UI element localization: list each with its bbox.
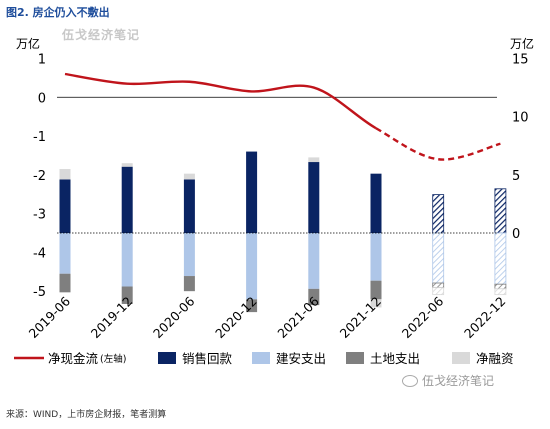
bar-销售回款 xyxy=(246,151,258,233)
bar-净融资 xyxy=(370,299,382,308)
watermark-bottom-text: 伍戈经济笔记 xyxy=(422,374,495,388)
bar-净融资 xyxy=(59,169,71,180)
x-tick-label: 2019-12 xyxy=(88,294,136,342)
bar-土地支出 xyxy=(246,299,258,313)
x-tick-label: 2022-06 xyxy=(399,293,447,341)
right-axis-unit: 万亿 xyxy=(510,36,534,51)
figure-title: 图2. 房企仍入不敷出 xyxy=(6,6,110,19)
bar-土地支出 xyxy=(370,280,382,300)
line-series xyxy=(64,72,501,161)
bar-土地支出 xyxy=(432,282,445,289)
x-tick-label: 2020-12 xyxy=(212,294,260,342)
legend-label: 建安支出 xyxy=(276,351,326,366)
x-tick-label: 2019-06 xyxy=(26,293,74,341)
left-tick-label: 1 xyxy=(38,53,46,68)
legend-label: 净融资 xyxy=(476,351,514,366)
bar-土地支出 xyxy=(308,288,320,306)
right-tick-label: 10 xyxy=(512,111,529,126)
line-dashed xyxy=(375,127,501,161)
bar-建安支出 xyxy=(59,233,71,274)
left-axis-unit: 万亿 xyxy=(16,36,40,51)
x-tick-label: 2020-06 xyxy=(150,293,198,341)
legend-label: 销售回款 xyxy=(182,351,233,366)
legend: 净现金流 (左轴) 销售回款 建安支出 土地支出 净融资 xyxy=(14,351,514,366)
legend-swatch xyxy=(346,352,364,364)
bar-建安支出 xyxy=(370,233,382,281)
bar-净融资 xyxy=(183,173,195,180)
legend-sublabel: (左轴) xyxy=(100,353,126,365)
bar-series xyxy=(59,151,507,313)
bar-销售回款 xyxy=(432,194,445,234)
left-tick-label: -2 xyxy=(33,169,46,184)
x-tick-label: 2021-12 xyxy=(337,294,385,342)
x-tick-label: 2022-12 xyxy=(461,294,509,342)
bar-净融资 xyxy=(308,157,320,163)
zero-lines xyxy=(57,96,497,234)
bar-销售回款 xyxy=(121,166,133,233)
right-axis-ticks: 15 10 5 0 xyxy=(512,53,529,243)
wechat-icon xyxy=(402,374,418,387)
right-tick-label: 15 xyxy=(512,53,529,68)
bar-销售回款 xyxy=(183,179,195,233)
source-note: 来源：WIND，上市房企财报，笔者测算 xyxy=(6,410,167,420)
watermark-top: 伍戈经济笔记 xyxy=(62,28,141,42)
bar-土地支出 xyxy=(121,286,133,304)
right-tick-label: 0 xyxy=(512,227,520,242)
legend-swatch xyxy=(452,352,470,364)
left-tick-label: -3 xyxy=(33,208,46,223)
bar-建安支出 xyxy=(308,233,320,289)
bar-建安支出 xyxy=(432,232,445,284)
legend-swatch xyxy=(158,352,176,364)
legend-label: 净现金流 xyxy=(48,351,99,366)
bar-净融资 xyxy=(494,288,507,296)
x-axis-labels: 2019-06 2019-12 2020-06 2020-12 2021-06 2021-… xyxy=(26,293,509,341)
watermark-bottom: 伍戈经济笔记 xyxy=(402,372,494,389)
bar-销售回款 xyxy=(59,179,71,233)
bar-建安支出 xyxy=(183,233,195,277)
legend-swatch xyxy=(252,352,270,364)
x-tick-label: 2021-06 xyxy=(274,293,322,341)
bar-建安支出 xyxy=(246,233,258,300)
left-tick-label: -4 xyxy=(33,246,46,261)
left-tick-label: 0 xyxy=(38,91,46,106)
bar-建安支出 xyxy=(494,232,507,285)
legend-label: 土地支出 xyxy=(370,351,420,366)
bar-建安支出 xyxy=(121,233,133,287)
bar-土地支出 xyxy=(59,273,71,293)
bar-销售回款 xyxy=(494,188,507,234)
bar-土地支出 xyxy=(494,283,507,290)
left-tick-label: -5 xyxy=(33,285,46,300)
bar-土地支出 xyxy=(183,276,195,292)
right-tick-label: 5 xyxy=(512,169,520,184)
bar-销售回款 xyxy=(370,173,382,233)
bar-净融资 xyxy=(432,287,445,296)
bar-净融资 xyxy=(121,163,133,167)
line-solid xyxy=(64,72,377,130)
bar-销售回款 xyxy=(308,162,320,233)
left-tick-label: -1 xyxy=(33,130,46,145)
left-axis-ticks: 1 0 -1 -2 -3 -4 -5 xyxy=(33,53,46,301)
